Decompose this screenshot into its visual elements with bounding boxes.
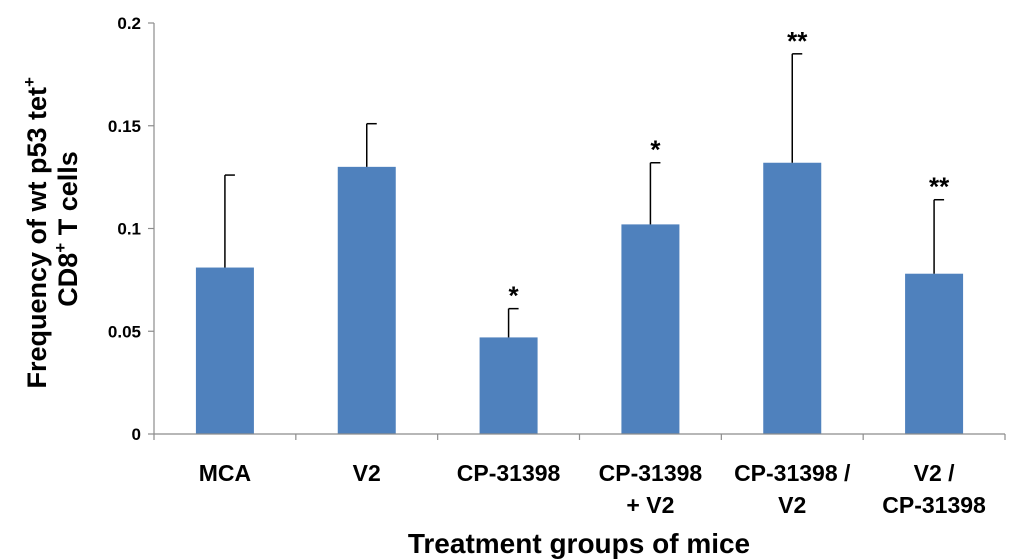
x-axis-title: Treatment groups of mice bbox=[408, 528, 750, 559]
x-tick-label: V2 bbox=[353, 460, 381, 486]
significance-marker: * bbox=[509, 281, 520, 311]
x-tick-label: CP-31398 bbox=[882, 492, 986, 518]
x-tick-label: CP-31398 bbox=[457, 460, 561, 486]
bar bbox=[621, 224, 680, 434]
bar bbox=[905, 273, 964, 434]
x-tick-label: CP-31398 bbox=[599, 460, 703, 486]
bars-layer bbox=[195, 53, 964, 435]
significance-marker: * bbox=[650, 135, 661, 165]
significance-marker: ** bbox=[929, 172, 950, 202]
y-axis-title: Frequency of wt p53 tet+ CD8+ T cells bbox=[11, 69, 83, 388]
axes-layer bbox=[148, 22, 1006, 440]
x-tick-label: + V2 bbox=[626, 492, 674, 518]
significance-marker: ** bbox=[787, 26, 808, 56]
y-tick-label: 0.15 bbox=[108, 117, 141, 136]
x-tick-label: V2 / bbox=[914, 460, 956, 486]
y-tick-label: 0.2 bbox=[117, 14, 141, 33]
x-tick-label: V2 bbox=[778, 492, 806, 518]
y-tick-label: 0.05 bbox=[108, 322, 141, 341]
bar bbox=[763, 162, 822, 435]
bar bbox=[479, 337, 538, 434]
x-tick-label: CP-31398 / bbox=[734, 460, 851, 486]
y-tick-label: 0.1 bbox=[117, 220, 141, 239]
y-tick-label: 0 bbox=[132, 425, 141, 444]
bar bbox=[337, 166, 396, 434]
bar bbox=[195, 267, 254, 434]
x-tick-label: MCA bbox=[199, 460, 251, 486]
